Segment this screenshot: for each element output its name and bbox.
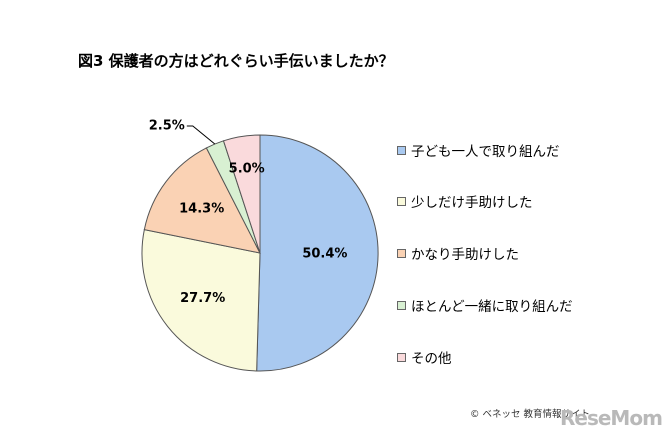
brand-logo: ReseMom [560,406,663,430]
chart-title: 図3 保護者の方はどれぐらい手伝いましたか？ [78,52,394,70]
pie-label-2: 14.3% [179,201,224,216]
pie-slice-0 [256,134,379,372]
legend-item-2: かなり手助けした [397,243,519,263]
copyright-text: © ベネッセ 教育情報サイト [470,409,591,420]
legend-swatch-1 [397,196,406,206]
leader-line-3 [186,125,216,145]
pie-label-0: 50.4% [302,246,347,261]
legend-label-0: 子ども一人で取り組んだ [411,144,560,160]
legend-item-4: その他 [397,347,452,367]
legend-label-1: 少しだけ手助けした [411,195,533,211]
legend-label-3: ほとんど一緒に取り組んだ [411,299,573,315]
pie-slice-2 [143,147,261,254]
legend-label-2: かなり手助けした [411,247,519,263]
legend-swatch-2 [397,248,406,258]
pie-slice-1 [141,229,261,372]
pie-label-4: 5.0% [229,162,265,177]
legend-item-0: 子ども一人で取り組んだ [397,140,560,160]
pie-label-1: 27.7% [180,291,225,306]
pie-slice-4 [222,134,261,254]
legend-swatch-0 [397,145,406,155]
legend-item-1: 少しだけ手助けした [397,191,533,211]
legend-label-4: その他 [411,351,452,367]
legend-item-3: ほとんど一緒に取り組んだ [397,295,573,315]
pie-label-3: 2.5% [149,119,185,134]
legend-swatch-3 [397,300,406,310]
legend-swatch-4 [397,352,406,362]
